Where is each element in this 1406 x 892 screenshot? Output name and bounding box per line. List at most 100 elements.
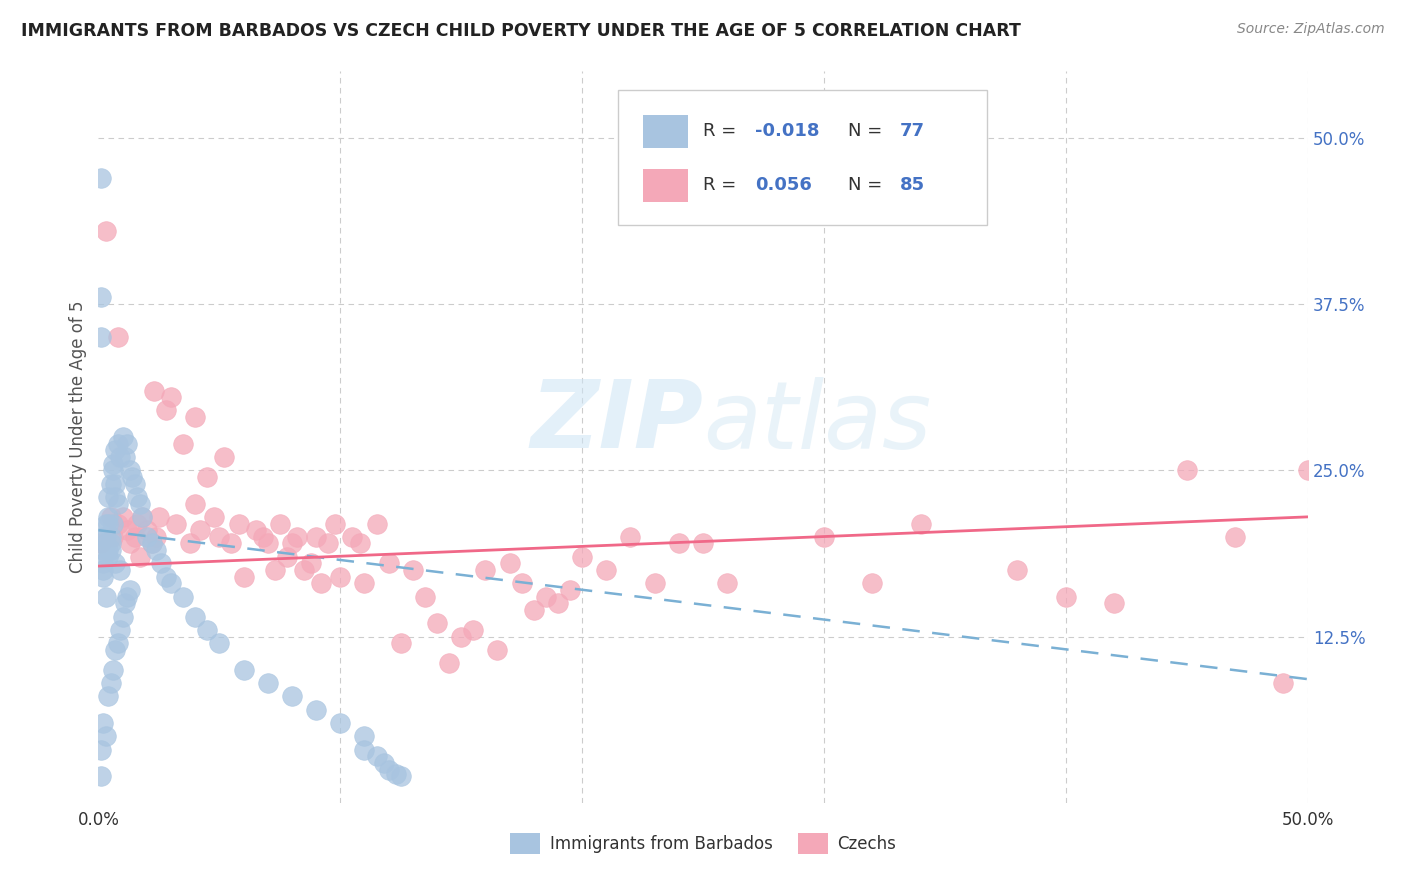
Point <box>232 663 254 677</box>
Point <box>212 450 235 464</box>
Point <box>100 530 122 544</box>
Point <box>107 436 129 450</box>
Point <box>329 716 352 731</box>
Text: 0.056: 0.056 <box>755 176 811 194</box>
Point <box>373 756 395 770</box>
Point <box>97 516 120 531</box>
Point <box>90 769 112 783</box>
Point <box>107 497 129 511</box>
Point <box>285 530 308 544</box>
Point <box>299 557 322 571</box>
Point <box>413 590 436 604</box>
Point <box>377 557 399 571</box>
Text: atlas: atlas <box>703 377 931 468</box>
Point <box>94 530 117 544</box>
Point <box>1007 563 1029 577</box>
Legend: Immigrants from Barbados, Czechs: Immigrants from Barbados, Czechs <box>503 827 903 860</box>
Point <box>204 509 226 524</box>
Point <box>104 643 127 657</box>
Point <box>101 663 124 677</box>
Point <box>172 590 194 604</box>
Point <box>124 530 146 544</box>
Point <box>91 557 114 571</box>
Point <box>107 330 129 344</box>
FancyBboxPatch shape <box>643 169 689 202</box>
Point <box>108 563 131 577</box>
Point <box>1175 463 1198 477</box>
Text: N =: N = <box>848 176 889 194</box>
Point <box>124 476 146 491</box>
Point <box>128 549 150 564</box>
Point <box>91 570 114 584</box>
Point <box>292 563 315 577</box>
Point <box>155 403 177 417</box>
Point <box>385 766 408 780</box>
Point <box>813 530 835 544</box>
Point <box>644 576 666 591</box>
Point <box>184 497 207 511</box>
Point <box>90 742 112 756</box>
Point <box>104 557 127 571</box>
Point <box>155 570 177 584</box>
Point <box>104 476 127 491</box>
Point <box>90 170 112 185</box>
Point <box>281 690 304 704</box>
Point <box>101 530 124 544</box>
Point <box>1272 676 1295 690</box>
Point <box>232 570 254 584</box>
Point <box>269 516 291 531</box>
Point <box>94 590 117 604</box>
Point <box>329 570 352 584</box>
FancyBboxPatch shape <box>643 115 689 148</box>
Point <box>100 509 122 524</box>
Point <box>571 549 593 564</box>
Point <box>101 516 124 531</box>
Point <box>450 630 472 644</box>
Point <box>145 530 167 544</box>
Point <box>305 530 328 544</box>
Point <box>97 543 120 558</box>
Point <box>595 563 617 577</box>
Text: -0.018: -0.018 <box>755 122 820 140</box>
Point <box>145 543 167 558</box>
Point <box>117 590 139 604</box>
Point <box>121 470 143 484</box>
Point <box>114 450 136 464</box>
Point <box>100 676 122 690</box>
Point <box>141 536 163 550</box>
Point <box>1296 463 1319 477</box>
Point <box>208 530 231 544</box>
Point <box>910 516 932 531</box>
Point <box>221 536 243 550</box>
Point <box>860 576 883 591</box>
Text: IMMIGRANTS FROM BARBADOS VS CZECH CHILD POVERTY UNDER THE AGE OF 5 CORRELATION C: IMMIGRANTS FROM BARBADOS VS CZECH CHILD … <box>21 22 1021 40</box>
Point <box>366 516 388 531</box>
Point <box>510 576 533 591</box>
Point <box>94 224 117 238</box>
Point <box>104 490 127 504</box>
Point <box>91 543 114 558</box>
Point <box>188 523 211 537</box>
Point <box>486 643 509 657</box>
Point <box>342 530 364 544</box>
Point <box>1223 530 1246 544</box>
Point <box>1054 590 1077 604</box>
Point <box>195 470 218 484</box>
Point <box>90 330 112 344</box>
Point <box>463 623 485 637</box>
Point <box>547 596 569 610</box>
Text: ZIP: ZIP <box>530 376 703 468</box>
Point <box>108 623 131 637</box>
Point <box>281 536 304 550</box>
Point <box>118 536 141 550</box>
Y-axis label: Child Poverty Under the Age of 5: Child Poverty Under the Age of 5 <box>69 301 87 574</box>
Point <box>91 716 114 731</box>
Point <box>256 536 278 550</box>
Text: 77: 77 <box>900 122 925 140</box>
Point <box>184 410 207 425</box>
Point <box>208 636 231 650</box>
Point <box>100 476 122 491</box>
Point <box>558 582 581 597</box>
Point <box>107 636 129 650</box>
Point <box>118 463 141 477</box>
